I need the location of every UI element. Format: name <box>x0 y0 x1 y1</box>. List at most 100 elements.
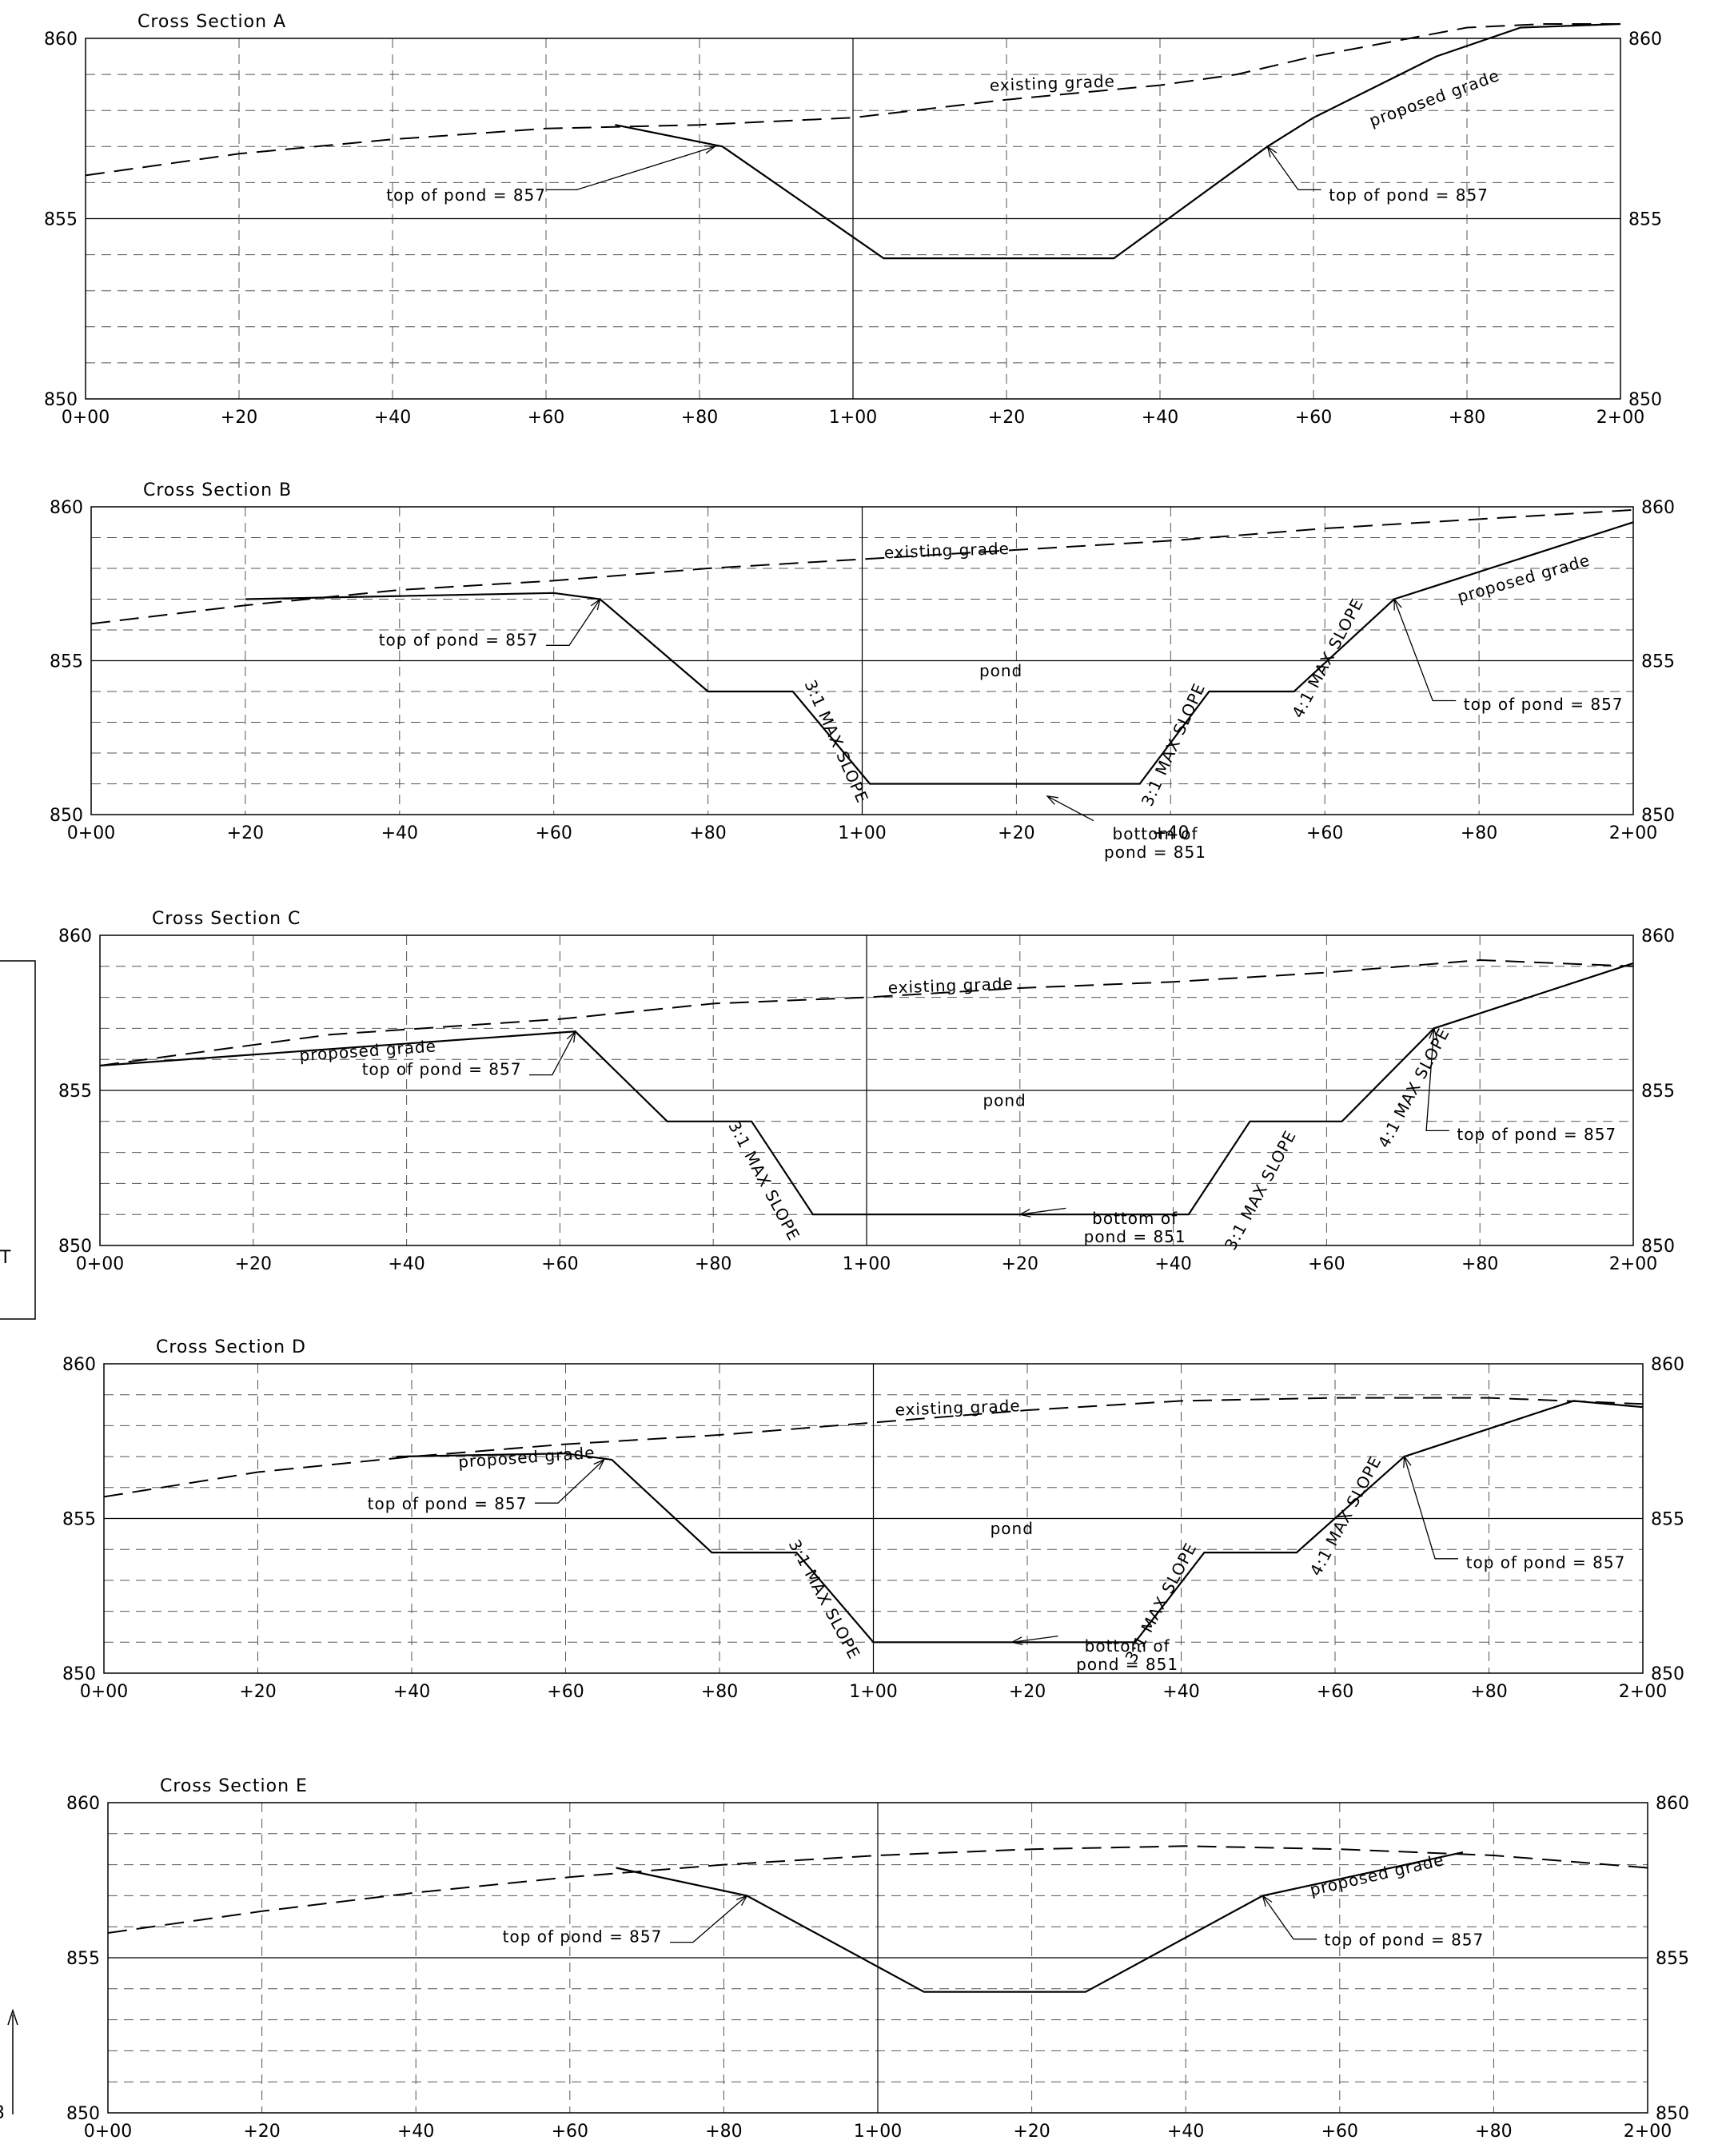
annotation-label: 3:1 MAX SLOPE <box>724 1118 803 1244</box>
y-tick-label-right: 850 <box>1656 2104 1689 2124</box>
annotation-label: 4:1 MAX SLOPE <box>1374 1025 1453 1151</box>
y-tick-label-right: 855 <box>1656 1949 1689 1969</box>
annotation-arrowhead <box>1429 1026 1438 1040</box>
annotation-label: bottom of <box>1085 1636 1170 1656</box>
annotation-label: top of pond = 857 <box>503 1927 663 1947</box>
cross-section-panel-d: Cross Section D 0+00 +20 +40 +60 +80 1+00 +20 +4… <box>62 1337 1684 1702</box>
annotation-label: top of pond = 857 <box>1325 1930 1485 1949</box>
x-tick-label: +40 <box>1167 2122 1204 2142</box>
y-tick-label-right: 860 <box>1641 927 1675 946</box>
cross-section-panel-c: Cross Section C 0+00 +20 +40 +60 +80 1+00 +20 +4… <box>58 909 1675 1274</box>
annotation-leader <box>1425 1028 1449 1132</box>
x-tick-label: 0+00 <box>76 1254 124 1274</box>
panel-title: Cross Section E <box>160 1776 308 1796</box>
panel-title: Cross Section C <box>152 909 301 929</box>
annotation-arrowhead <box>1393 597 1402 611</box>
annotation-leader <box>529 1030 576 1076</box>
y-tick-label-left: 860 <box>58 927 92 946</box>
x-tick-label: +80 <box>689 823 726 843</box>
x-tick-label: +20 <box>221 408 257 428</box>
x-tick-label: 0+00 <box>62 408 110 428</box>
annotation-label: 4:1 MAX SLOPE <box>1288 595 1367 721</box>
y-tick-label-left: 855 <box>66 1949 100 1969</box>
annotation-arrowhead <box>1046 795 1058 805</box>
annotation-label: existing grade <box>895 1396 1021 1419</box>
x-tick-label: +40 <box>1154 1254 1191 1274</box>
x-tick-label: 1+00 <box>843 1254 891 1274</box>
y-tick-label-right: 860 <box>1651 1355 1684 1375</box>
y-tick-label-right: 850 <box>1628 390 1662 410</box>
existing-grade-line <box>103 1397 1644 1498</box>
x-tick-label: +80 <box>1449 408 1485 428</box>
panel-frame <box>99 935 1634 1246</box>
annotation-label: 3:1 MAX SLOPE <box>785 1536 864 1663</box>
x-tick-label: +40 <box>381 823 418 843</box>
annotation-label: 3:1 MAX SLOPE <box>1138 680 1209 810</box>
annotation-label: existing grade <box>883 539 1010 562</box>
x-tick-label: +40 <box>1152 823 1189 843</box>
y-tick-label-right: 850 <box>1641 806 1675 826</box>
y-tick-label-right: 860 <box>1641 498 1675 518</box>
x-tick-label: +60 <box>1317 1682 1353 1702</box>
x-tick-label: 1+00 <box>849 1682 897 1702</box>
annotation-label: pond = 851 <box>1104 843 1206 862</box>
x-tick-label: +60 <box>1308 1254 1345 1274</box>
annotation-leader <box>670 1895 747 1943</box>
annotation-label: top of pond = 857 <box>368 1494 528 1513</box>
x-tick-label: +40 <box>393 1682 430 1702</box>
x-tick-label: +40 <box>397 2122 434 2142</box>
x-tick-label: +20 <box>243 2122 280 2142</box>
annotation-label: top of pond = 857 <box>379 630 539 649</box>
proposed-grade-line <box>99 962 1634 1216</box>
cross-section-panel-a: Cross Section A 0+00 +20 +40 +60 +80 1+00 +20 +4… <box>44 12 1662 428</box>
annotation-arrowhead <box>1018 1209 1031 1217</box>
x-tick-label: +20 <box>239 1682 276 1702</box>
x-tick-label: +40 <box>1142 408 1178 428</box>
annotation-label: top of pond = 857 <box>1329 185 1489 205</box>
existing-grade-line <box>107 1845 1648 1934</box>
y-tick-label-right: 855 <box>1651 1510 1684 1530</box>
panel-title: Cross Section A <box>138 12 286 32</box>
cross-section-panel-b: Cross Section B 0+00 +20 +40 +60 +80 1+00 +20 +4… <box>50 480 1675 862</box>
annotation-label: existing grade <box>887 974 1014 997</box>
left-legend-box-fragment: ST <box>0 960 36 1320</box>
existing-grade-line <box>99 958 1634 1066</box>
panel-frame <box>103 1363 1644 1674</box>
x-tick-label: +60 <box>541 1254 578 1274</box>
x-tick-label: 2+00 <box>1609 1254 1657 1274</box>
x-tick-label: 1+00 <box>854 2122 902 2142</box>
x-tick-label: +20 <box>227 823 264 843</box>
panel-title: Cross Section D <box>156 1337 306 1357</box>
cross-section-charts: Cross Section A 0+00 +20 +40 +60 +80 1+00 +20 +4… <box>44 12 1689 2142</box>
bottom-fragment-text: 3 <box>0 2103 5 2123</box>
y-tick-label-right: 850 <box>1641 1237 1675 1257</box>
y-tick-label-left: 855 <box>50 652 83 672</box>
x-tick-label: +80 <box>695 1254 731 1274</box>
annotation-label: 3:1 MAX SLOPE <box>801 677 872 807</box>
x-tick-label: 0+00 <box>67 823 115 843</box>
y-tick-label-left: 850 <box>66 2104 100 2124</box>
y-tick-label-left: 860 <box>50 498 83 518</box>
annotation-arrowhead <box>1403 1455 1412 1469</box>
y-tick-label-right: 860 <box>1656 1794 1689 1814</box>
x-tick-label: 2+00 <box>1624 2122 1672 2142</box>
panel-frame <box>90 506 1634 815</box>
annotation-arrowhead <box>704 145 717 154</box>
x-tick-label: +80 <box>1461 1254 1498 1274</box>
x-tick-label: +60 <box>547 1682 584 1702</box>
y-tick-label-left: 855 <box>58 1082 92 1102</box>
x-tick-label: +60 <box>1321 2122 1358 2142</box>
proposed-grade-line <box>245 521 1634 785</box>
x-tick-label: +80 <box>1461 823 1497 843</box>
y-tick-label-left: 850 <box>50 806 83 826</box>
annotation-leader <box>1019 1207 1066 1215</box>
annotation-arrowhead <box>735 1895 748 1906</box>
annotation-arrowhead <box>1010 1636 1023 1645</box>
annotation-label: pond <box>983 1090 1026 1110</box>
x-tick-label: +80 <box>681 408 718 428</box>
proposed-grade-line <box>616 1851 1464 1993</box>
panel-frame <box>85 38 1621 400</box>
annotation-label: top of pond = 857 <box>386 185 546 205</box>
x-tick-label: 1+00 <box>829 408 877 428</box>
